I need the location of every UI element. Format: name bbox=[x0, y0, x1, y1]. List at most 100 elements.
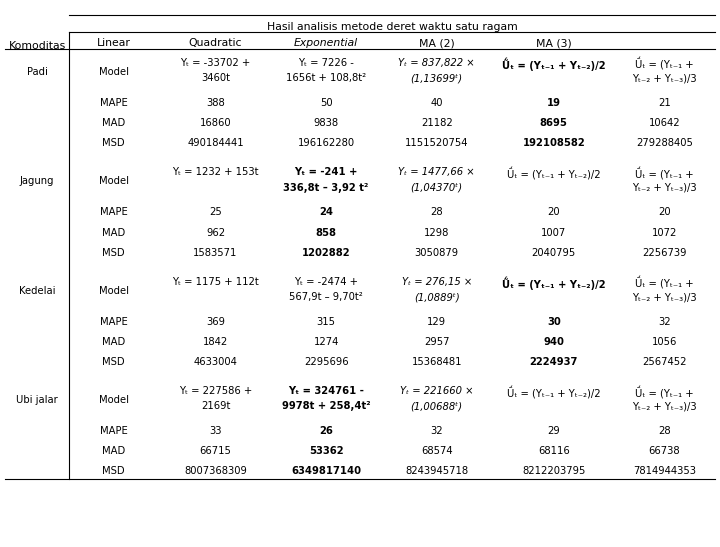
Text: 9978t + 258,4t²: 9978t + 258,4t² bbox=[282, 401, 370, 411]
Text: 9838: 9838 bbox=[313, 118, 338, 128]
Text: 16860: 16860 bbox=[199, 118, 231, 128]
Text: 1656t + 108,8t²: 1656t + 108,8t² bbox=[286, 73, 366, 83]
Text: Exponential: Exponential bbox=[294, 38, 358, 48]
Text: Ṹₜ = (Yₜ₋₁ + Yₜ₋₂)/2: Ṹₜ = (Yₜ₋₁ + Yₜ₋₂)/2 bbox=[507, 167, 600, 181]
Text: 32: 32 bbox=[431, 426, 443, 436]
Text: Yₜ = -33702 +: Yₜ = -33702 + bbox=[180, 58, 251, 68]
Text: 279288405: 279288405 bbox=[636, 138, 693, 148]
Text: 336,8t – 3,92 t²: 336,8t – 3,92 t² bbox=[284, 183, 369, 193]
Text: Yₜ = 1175 + 112t: Yₜ = 1175 + 112t bbox=[172, 277, 258, 287]
Text: 21: 21 bbox=[658, 98, 671, 108]
Text: 21182: 21182 bbox=[420, 118, 453, 128]
Text: 25: 25 bbox=[209, 207, 222, 217]
Text: 40: 40 bbox=[431, 98, 443, 108]
Text: Yₜ = 1232 + 153t: Yₜ = 1232 + 153t bbox=[172, 167, 258, 177]
Text: 8212203795: 8212203795 bbox=[522, 467, 585, 476]
Text: Yₜ₋₂ + Yₜ₋₃)/3: Yₜ₋₂ + Yₜ₋₃)/3 bbox=[632, 73, 697, 83]
Text: MSD: MSD bbox=[102, 248, 125, 258]
Text: 68574: 68574 bbox=[421, 446, 452, 456]
Text: Ṹₜ = (Yₜ₋₁ +: Ṹₜ = (Yₜ₋₁ + bbox=[635, 386, 693, 399]
Text: 8695: 8695 bbox=[540, 118, 567, 128]
Text: Ṹₜ = (Yₜ₋₁ +: Ṹₜ = (Yₜ₋₁ + bbox=[635, 58, 693, 71]
Text: Yₜ = 837,822 ×: Yₜ = 837,822 × bbox=[398, 58, 475, 68]
Text: Ṹₜ = (Yₜ₋₁ + Yₜ₋₂)/2: Ṹₜ = (Yₜ₋₁ + Yₜ₋₂)/2 bbox=[502, 58, 606, 72]
Text: Yₜ = 276,15 ×: Yₜ = 276,15 × bbox=[402, 277, 472, 287]
Text: 26: 26 bbox=[319, 426, 333, 436]
Text: 1056: 1056 bbox=[652, 337, 677, 347]
Text: 6349817140: 6349817140 bbox=[291, 467, 361, 476]
Text: MAD: MAD bbox=[102, 337, 125, 347]
Text: Yₜ = 227586 +: Yₜ = 227586 + bbox=[179, 386, 252, 396]
Text: 2567452: 2567452 bbox=[642, 357, 687, 367]
Text: (1,0889ᵗ): (1,0889ᵗ) bbox=[414, 292, 459, 302]
Text: (1,00688ᵗ): (1,00688ᵗ) bbox=[410, 401, 463, 411]
Text: 24: 24 bbox=[319, 207, 333, 217]
Text: 2957: 2957 bbox=[424, 337, 449, 347]
Text: 53362: 53362 bbox=[309, 446, 343, 456]
Text: 28: 28 bbox=[658, 426, 671, 436]
Text: 1072: 1072 bbox=[652, 228, 677, 237]
Text: MSD: MSD bbox=[102, 357, 125, 367]
Text: 1842: 1842 bbox=[203, 337, 228, 347]
Text: 66715: 66715 bbox=[199, 446, 231, 456]
Text: 1298: 1298 bbox=[424, 228, 449, 237]
Text: MAD: MAD bbox=[102, 118, 125, 128]
Text: 30: 30 bbox=[547, 317, 561, 327]
Text: Model: Model bbox=[99, 395, 129, 405]
Text: Model: Model bbox=[99, 176, 129, 187]
Text: 2295696: 2295696 bbox=[304, 357, 348, 367]
Text: Komoditas: Komoditas bbox=[9, 41, 66, 51]
Text: Linear: Linear bbox=[96, 38, 131, 48]
Text: MAD: MAD bbox=[102, 446, 125, 456]
Text: Quadratic: Quadratic bbox=[189, 38, 242, 48]
Text: 2040795: 2040795 bbox=[531, 248, 576, 258]
Text: 20: 20 bbox=[658, 207, 671, 217]
Text: 1007: 1007 bbox=[541, 228, 567, 237]
Text: MSD: MSD bbox=[102, 138, 125, 148]
Text: 19: 19 bbox=[546, 98, 561, 108]
Text: 3460t: 3460t bbox=[201, 73, 230, 83]
Text: MAPE: MAPE bbox=[100, 317, 127, 327]
Text: 28: 28 bbox=[431, 207, 443, 217]
Text: Yₜ = -2474 +: Yₜ = -2474 + bbox=[294, 277, 358, 287]
Text: Ṹₜ = (Yₜ₋₁ + Yₜ₋₂)/2: Ṹₜ = (Yₜ₋₁ + Yₜ₋₂)/2 bbox=[507, 386, 600, 399]
Text: Kedelai: Kedelai bbox=[19, 286, 55, 296]
Text: (1,13699ᵗ): (1,13699ᵗ) bbox=[410, 73, 463, 83]
Text: 369: 369 bbox=[206, 317, 225, 327]
Text: Hasil analisis metode deret waktu satu ragam: Hasil analisis metode deret waktu satu r… bbox=[266, 21, 518, 32]
Text: 1274: 1274 bbox=[313, 337, 338, 347]
Text: (1,04370ᵗ): (1,04370ᵗ) bbox=[410, 183, 463, 193]
Text: Yₜ₋₂ + Yₜ₋₃)/3: Yₜ₋₂ + Yₜ₋₃)/3 bbox=[632, 183, 697, 193]
Text: Padi: Padi bbox=[27, 67, 48, 77]
Text: 2256739: 2256739 bbox=[642, 248, 687, 258]
Text: 1151520754: 1151520754 bbox=[405, 138, 469, 148]
Text: Model: Model bbox=[99, 67, 129, 77]
Text: MAD: MAD bbox=[102, 228, 125, 237]
Text: 1583571: 1583571 bbox=[193, 248, 238, 258]
Text: 940: 940 bbox=[544, 337, 564, 347]
Text: 3050879: 3050879 bbox=[415, 248, 459, 258]
Text: 315: 315 bbox=[317, 317, 336, 327]
Text: 32: 32 bbox=[658, 317, 671, 327]
Text: 962: 962 bbox=[206, 228, 225, 237]
Text: 15368481: 15368481 bbox=[411, 357, 462, 367]
Text: Yₜ = 7226 -: Yₜ = 7226 - bbox=[298, 58, 354, 68]
Text: 1202882: 1202882 bbox=[302, 248, 351, 258]
Text: 490184441: 490184441 bbox=[187, 138, 244, 148]
Text: MAPE: MAPE bbox=[100, 98, 127, 108]
Text: 192108582: 192108582 bbox=[523, 138, 585, 148]
Text: 66738: 66738 bbox=[649, 446, 680, 456]
Text: MAPE: MAPE bbox=[100, 426, 127, 436]
Text: MA (3): MA (3) bbox=[536, 38, 572, 48]
Text: 7814944353: 7814944353 bbox=[633, 467, 696, 476]
Text: MSD: MSD bbox=[102, 467, 125, 476]
Text: MAPE: MAPE bbox=[100, 207, 127, 217]
Text: Yₜ₋₂ + Yₜ₋₃)/3: Yₜ₋₂ + Yₜ₋₃)/3 bbox=[632, 292, 697, 302]
Text: 33: 33 bbox=[210, 426, 222, 436]
Text: 567,9t – 9,70t²: 567,9t – 9,70t² bbox=[289, 292, 363, 302]
Text: 50: 50 bbox=[320, 98, 333, 108]
Text: 2224937: 2224937 bbox=[529, 357, 578, 367]
Text: Model: Model bbox=[99, 286, 129, 296]
Text: 129: 129 bbox=[427, 317, 446, 327]
Text: Yₜ = -241 +: Yₜ = -241 + bbox=[294, 167, 358, 177]
